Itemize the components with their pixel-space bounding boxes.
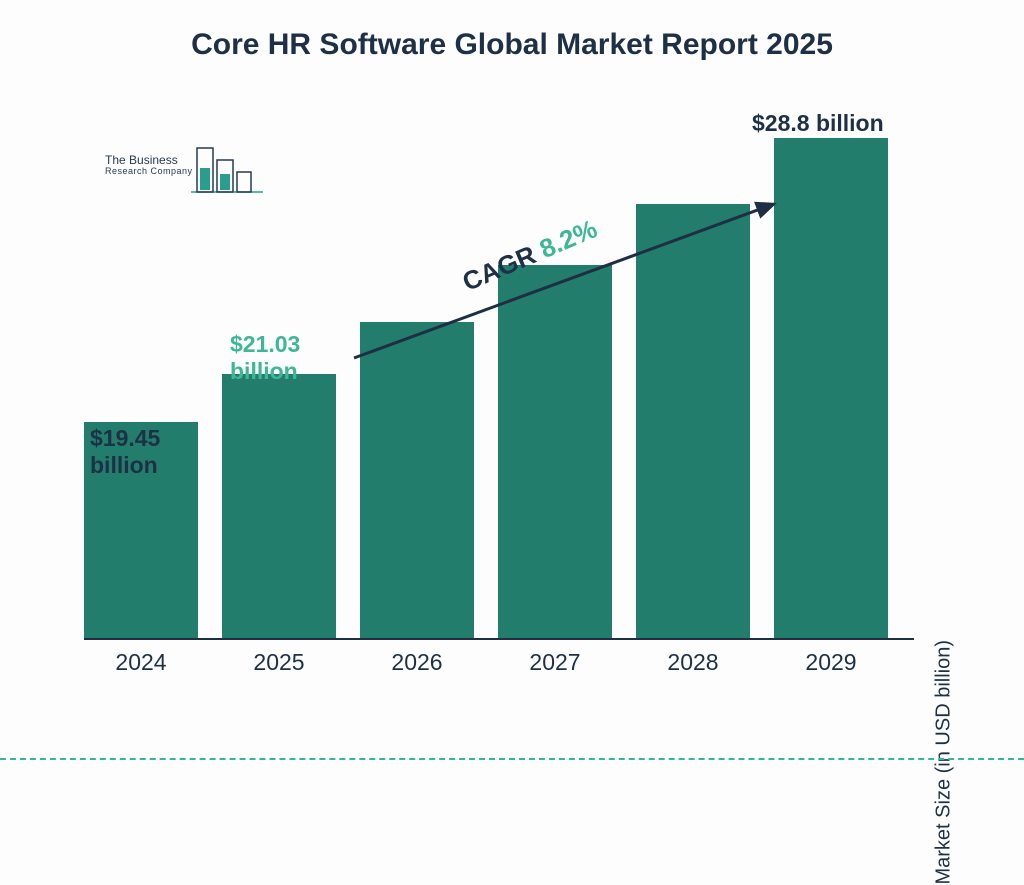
chart-title: Core HR Software Global Market Report 20… <box>0 28 1024 62</box>
x-label-2027: 2027 <box>498 649 612 676</box>
bar-chart: $19.45billion$21.03billion$28.8 billion … <box>84 120 954 680</box>
value-label-0: $19.45billion <box>90 425 160 478</box>
bar-2025 <box>222 374 336 638</box>
bottom-divider <box>0 758 1024 760</box>
x-label-2029: 2029 <box>774 649 888 676</box>
value-label-2: $28.8 billion <box>752 110 884 136</box>
x-label-2028: 2028 <box>636 649 750 676</box>
x-label-2026: 2026 <box>360 649 474 676</box>
x-label-2024: 2024 <box>84 649 198 676</box>
value-label-1: $21.03billion <box>230 331 300 384</box>
trend-arrow-icon <box>344 190 794 370</box>
cagr-annotation: CAGR 8.2% <box>344 190 794 370</box>
y-axis-label: Market Size (in USD billion) <box>933 640 956 885</box>
x-label-2025: 2025 <box>222 649 336 676</box>
